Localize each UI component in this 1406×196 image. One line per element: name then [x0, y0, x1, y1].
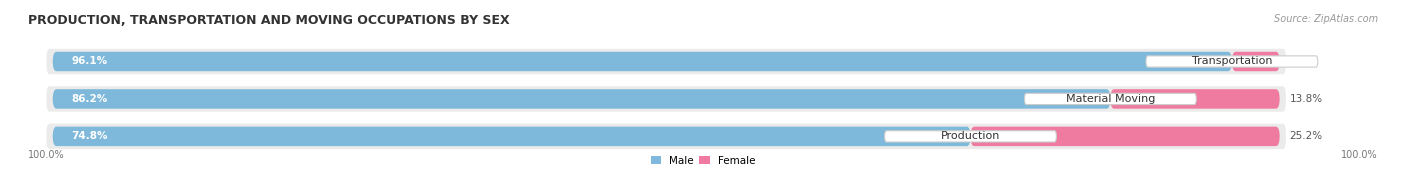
Text: 100.0%: 100.0% — [1341, 150, 1378, 160]
FancyBboxPatch shape — [1025, 93, 1197, 104]
FancyBboxPatch shape — [1111, 89, 1279, 109]
FancyBboxPatch shape — [52, 89, 1111, 109]
Text: 13.8%: 13.8% — [1289, 94, 1323, 104]
FancyBboxPatch shape — [1232, 52, 1279, 71]
FancyBboxPatch shape — [46, 49, 1286, 74]
FancyBboxPatch shape — [884, 131, 1056, 142]
FancyBboxPatch shape — [46, 86, 1286, 112]
Text: Source: ZipAtlas.com: Source: ZipAtlas.com — [1274, 14, 1378, 24]
FancyBboxPatch shape — [52, 52, 1232, 71]
Text: 3.9%: 3.9% — [1289, 56, 1316, 66]
Text: 25.2%: 25.2% — [1289, 131, 1323, 141]
FancyBboxPatch shape — [1146, 56, 1317, 67]
Text: 100.0%: 100.0% — [28, 150, 65, 160]
FancyBboxPatch shape — [46, 124, 1286, 149]
Legend: Male, Female: Male, Female — [651, 156, 755, 166]
FancyBboxPatch shape — [970, 127, 1279, 146]
Text: Transportation: Transportation — [1192, 56, 1272, 66]
Text: PRODUCTION, TRANSPORTATION AND MOVING OCCUPATIONS BY SEX: PRODUCTION, TRANSPORTATION AND MOVING OC… — [28, 14, 510, 27]
Text: 74.8%: 74.8% — [72, 131, 108, 141]
Text: Material Moving: Material Moving — [1066, 94, 1156, 104]
FancyBboxPatch shape — [52, 127, 970, 146]
Text: Production: Production — [941, 131, 1000, 141]
Text: 96.1%: 96.1% — [72, 56, 107, 66]
Text: 86.2%: 86.2% — [72, 94, 107, 104]
